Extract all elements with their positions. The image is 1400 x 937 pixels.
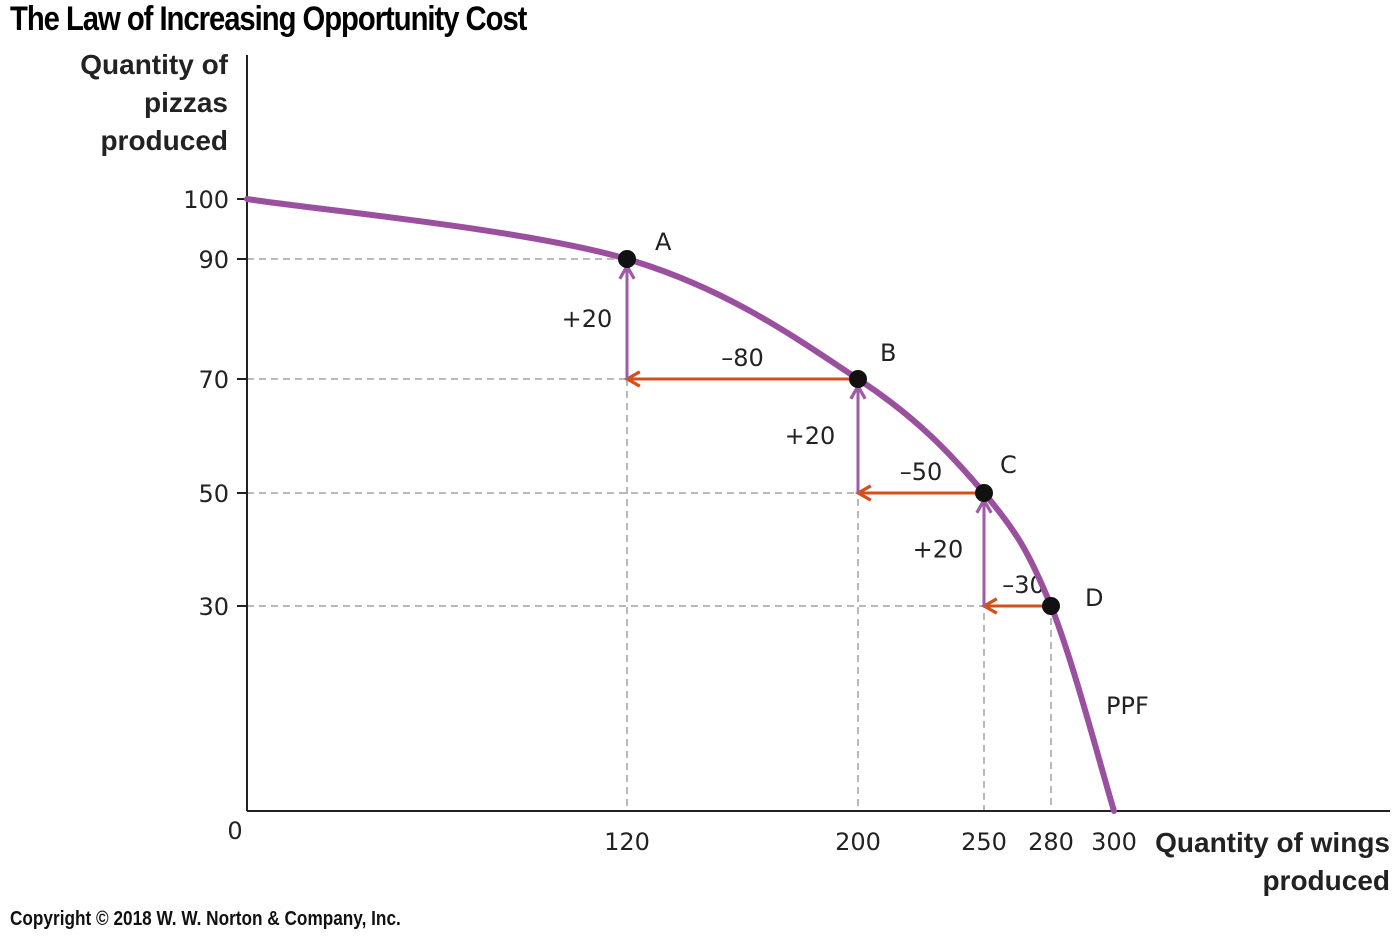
y-tick-label: 50	[198, 480, 229, 508]
x-axis-label: Quantity of wings produced	[1155, 827, 1390, 896]
ppf-series-label: PPF	[1106, 692, 1149, 720]
y-tick-label: 90	[198, 246, 229, 274]
ppf-curve	[244, 196, 1117, 814]
point-marker	[849, 370, 867, 388]
origin-label: 0	[227, 817, 242, 845]
point-label: D	[1085, 584, 1103, 612]
chart-title: The Law of Increasing Opportunity Cost	[10, 0, 527, 38]
point-label: B	[880, 339, 896, 367]
point-marker	[1042, 597, 1060, 615]
vertical-change-label: +20	[785, 422, 836, 450]
x-tick-label: 120	[604, 828, 650, 856]
vertical-change-label: +20	[913, 536, 964, 564]
y-tick-label: 30	[198, 593, 229, 621]
point-label: C	[1000, 451, 1017, 479]
point-marker	[618, 250, 636, 268]
copyright-notice: Copyright © 2018 W. W. Norton & Company,…	[10, 908, 401, 930]
horizontal-change-label: –50	[900, 458, 943, 486]
y-tick-label: 70	[198, 366, 229, 394]
point-marker	[975, 484, 993, 502]
x-tick-label: 250	[961, 828, 1007, 856]
x-tick-label: 200	[835, 828, 881, 856]
x-tick-label: 300	[1091, 828, 1137, 856]
vertical-change-label: +20	[562, 305, 613, 333]
y-axis-label: Quantity of pizzas produced	[80, 49, 228, 156]
y-tick-label: 100	[183, 186, 229, 214]
x-tick-label: 280	[1028, 828, 1074, 856]
point-label: A	[655, 228, 672, 256]
horizontal-change-label: –80	[721, 344, 764, 372]
